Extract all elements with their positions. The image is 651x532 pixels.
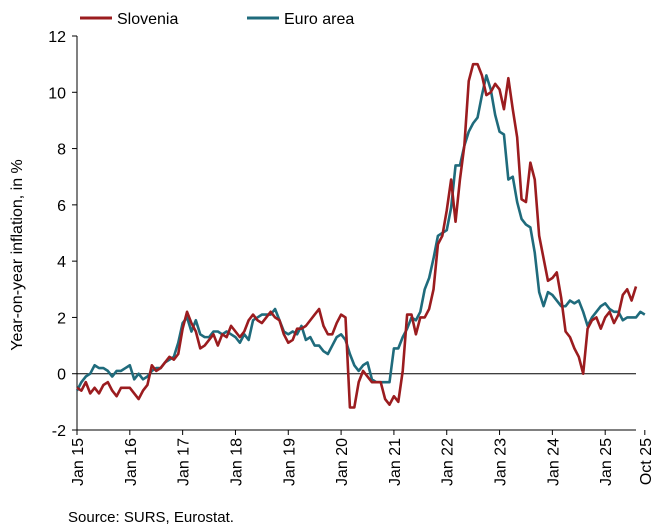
series-line-slovenia bbox=[76, 62, 638, 409]
legend-label-slovenia: Slovenia bbox=[117, 11, 178, 28]
legend-label-euro-area: Euro area bbox=[284, 11, 354, 28]
y-tick-label: 10 bbox=[48, 85, 66, 102]
series-layer bbox=[75, 62, 646, 409]
x-tick-label: Jan 21 bbox=[387, 438, 404, 486]
y-tick-label: 6 bbox=[57, 198, 66, 215]
x-tick-label: Jan 19 bbox=[281, 438, 298, 486]
legend: Slovenia Euro area bbox=[80, 11, 354, 28]
y-tick-label: 0 bbox=[57, 367, 66, 384]
inflation-line-chart: Slovenia Euro area -2 0 2 4 6 8 10 12 Jan 15 Jan … bbox=[9, 11, 651, 486]
source-note: Source: SURS, Eurostat. bbox=[68, 509, 234, 526]
x-tick-label: Jan 22 bbox=[440, 438, 457, 486]
y-tick-label: 8 bbox=[57, 142, 66, 159]
y-tick-label: 12 bbox=[48, 29, 66, 46]
y-tick-label: 2 bbox=[57, 310, 66, 327]
y-tick-label: -2 bbox=[52, 423, 66, 440]
x-tick-label: Jan 23 bbox=[493, 438, 510, 486]
axes: -2 0 2 4 6 8 10 12 Jan 15 Jan 16 Jan 17 Jan 18 Jan 1… bbox=[48, 29, 651, 486]
x-tick-label: Jan 17 bbox=[176, 438, 193, 486]
x-tick-label: Jan 15 bbox=[70, 438, 87, 486]
x-tick-label: Jan 18 bbox=[228, 438, 245, 486]
x-tick-label: Jan 16 bbox=[123, 438, 140, 486]
x-tick-label: Jan 20 bbox=[334, 438, 351, 486]
y-tick-label: 4 bbox=[57, 254, 66, 271]
x-tick-label: Jan 24 bbox=[545, 438, 562, 486]
x-tick-label: Oct 25 bbox=[638, 438, 651, 485]
series-line-euro-area bbox=[75, 74, 646, 392]
x-tick-label: Jan 25 bbox=[598, 438, 615, 486]
y-axis-title: Year-on-year inflation, in % bbox=[9, 159, 26, 351]
